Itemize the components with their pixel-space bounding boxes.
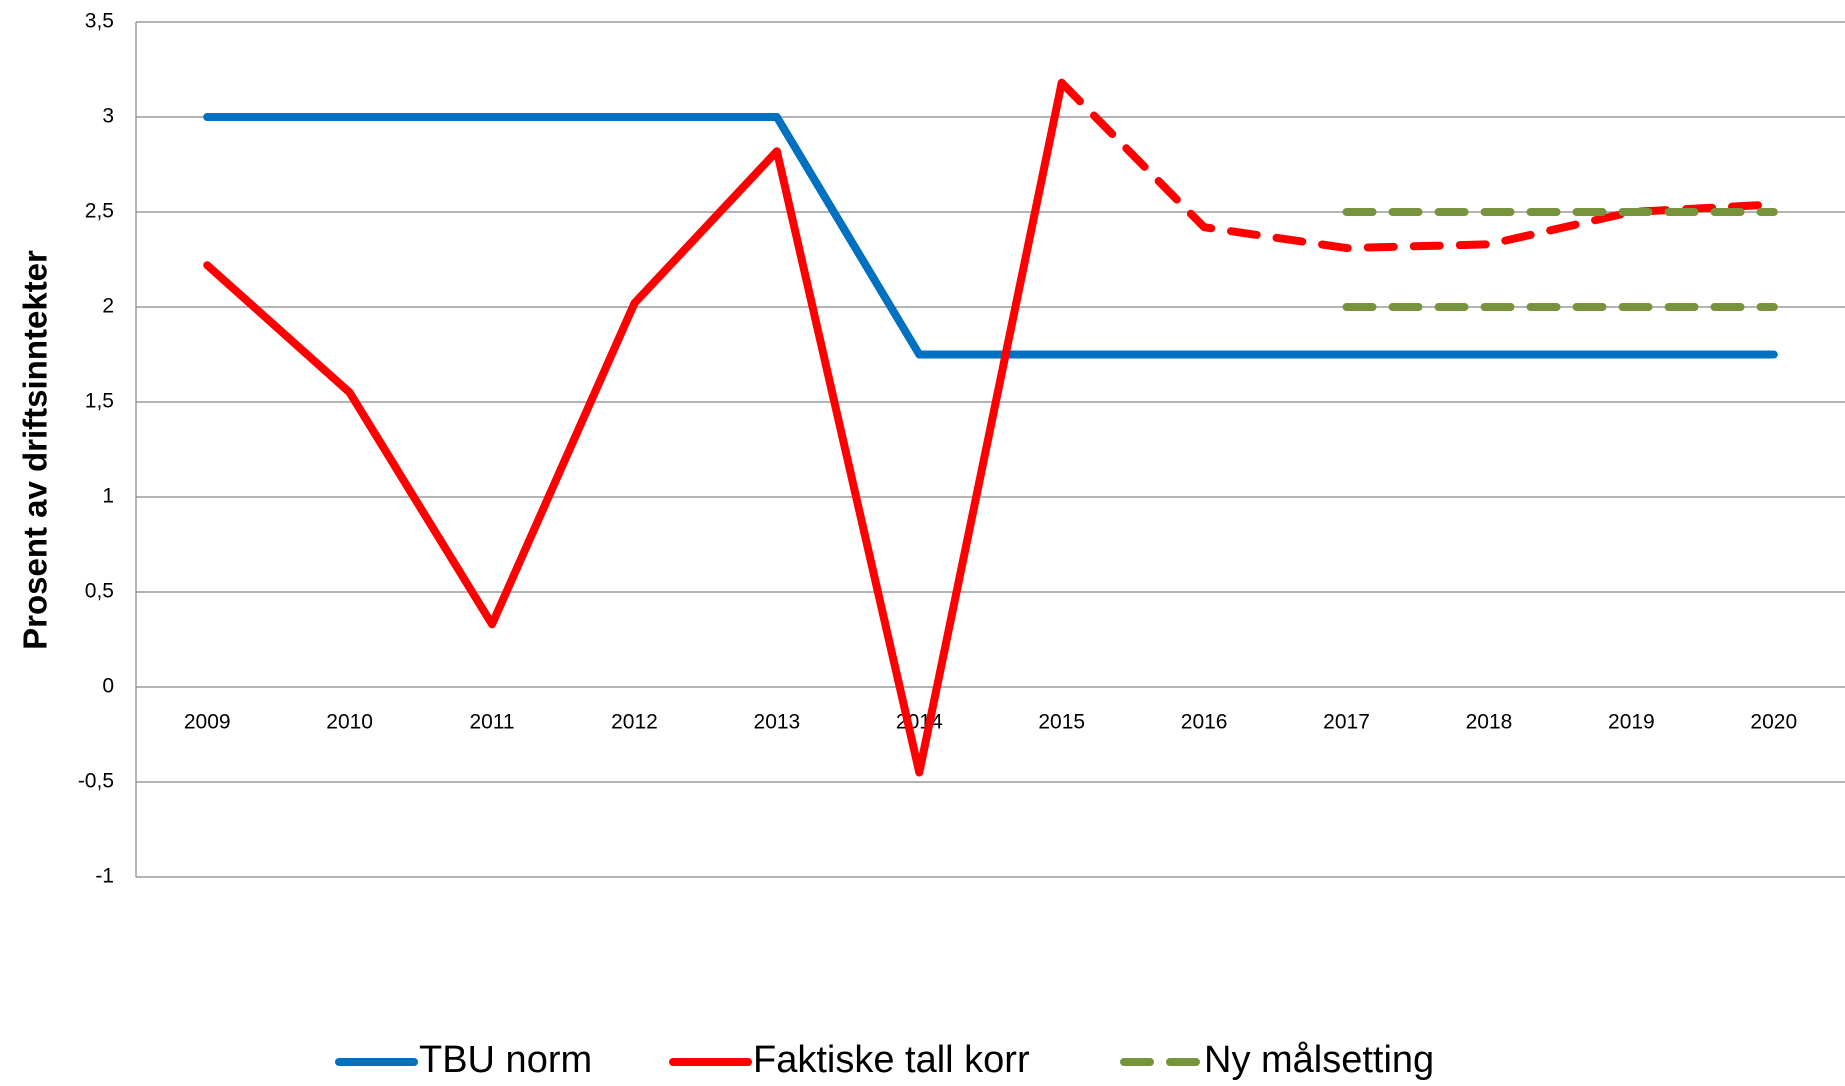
y-tick-label: 3,5 — [85, 10, 114, 33]
y-tick-label: 1 — [102, 485, 114, 508]
y-tick-label: 0 — [102, 675, 114, 698]
x-tick-label: 2020 — [1750, 711, 1797, 734]
x-tick-label: 2013 — [754, 711, 801, 734]
x-tick-label: 2018 — [1466, 711, 1513, 734]
x-tick-label: 2012 — [611, 711, 658, 734]
line-series — [1057, 78, 1778, 253]
line-series — [203, 78, 1066, 777]
line-series — [203, 113, 1778, 359]
x-tick-label: 2017 — [1323, 711, 1370, 734]
x-tick-label: 2016 — [1181, 711, 1228, 734]
x-tick-label: 2010 — [326, 711, 373, 734]
y-tick-label: 2,5 — [85, 200, 114, 223]
y-axis-title: Prosent av driftsinntekter — [17, 250, 54, 650]
y-tick-label: 3 — [102, 105, 114, 128]
legend-label: Ny målsetting — [1204, 1039, 1434, 1081]
x-tick-label: 2009 — [184, 711, 231, 734]
legend-label: TBU norm — [419, 1039, 592, 1081]
y-tick-label: -1 — [95, 865, 114, 888]
y-tick-label: 1,5 — [85, 390, 114, 413]
y-tick-label: 0,5 — [85, 580, 114, 603]
y-tick-label: 2 — [102, 295, 114, 318]
x-tick-label: 2015 — [1038, 711, 1085, 734]
x-tick-label: 2011 — [469, 711, 514, 734]
y-tick-label: -0,5 — [78, 770, 114, 793]
legend-label: Faktiske tall korr — [753, 1039, 1030, 1081]
x-tick-label: 2019 — [1608, 711, 1655, 734]
